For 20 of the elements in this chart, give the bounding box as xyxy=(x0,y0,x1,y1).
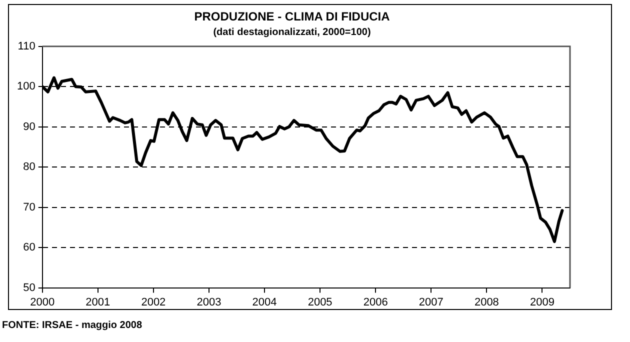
x-tick-label: 2002 xyxy=(141,296,166,308)
x-tick-label: 2009 xyxy=(530,296,554,308)
chart-title: PRODUZIONE - CLIMA DI FIDUCIA xyxy=(194,10,390,24)
y-tick-label: 110 xyxy=(18,40,36,52)
x-tick-label: 2005 xyxy=(308,296,332,308)
y-tick-label: 60 xyxy=(23,242,36,254)
chart-subtitle: (dati destagionalizzati, 2000=100) xyxy=(213,27,371,38)
source-note: FONTE: IRSAE - maggio 2008 xyxy=(2,320,142,331)
y-tick-label: 80 xyxy=(23,161,36,174)
x-tick-label: 2008 xyxy=(474,296,499,308)
y-tick-label: 100 xyxy=(16,80,36,93)
x-tick-label: 2006 xyxy=(363,296,388,308)
x-tick-label: 2007 xyxy=(418,296,444,308)
x-tick-label: 2001 xyxy=(86,296,110,308)
y-tick-label: 50 xyxy=(23,282,36,294)
y-tick-label: 70 xyxy=(23,201,36,214)
x-tick-label: 2000 xyxy=(30,296,55,308)
x-tick-label: 2003 xyxy=(196,296,222,308)
y-tick-label: 90 xyxy=(23,120,36,133)
x-tick-label: 2004 xyxy=(252,296,277,308)
